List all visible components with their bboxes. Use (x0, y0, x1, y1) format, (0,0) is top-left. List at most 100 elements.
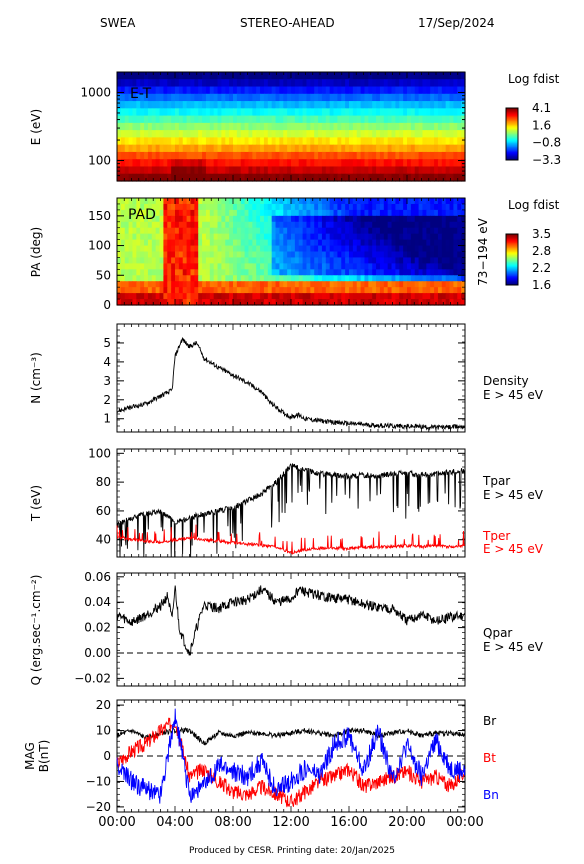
et-pixel (178, 122, 184, 131)
pad-pixel (205, 227, 211, 235)
pad-pixel (457, 215, 462, 223)
et-pixel (136, 108, 141, 117)
et-pixel (209, 130, 215, 138)
pad-pixel (175, 198, 180, 205)
et-pixel (217, 159, 222, 168)
et-pixel (434, 166, 439, 175)
pad-pixel (445, 203, 451, 211)
pad-pixel (163, 221, 168, 229)
pad-pixel (120, 239, 126, 247)
et-pixel (233, 72, 238, 80)
et-pixel (140, 173, 145, 182)
pad-pixel (360, 239, 366, 247)
et-pixel (302, 86, 308, 95)
pad-pixel (248, 203, 253, 211)
et-colorbar-cell (506, 136, 518, 139)
et-pixel (437, 130, 443, 138)
et-pixel (263, 101, 269, 109)
et-pixel (205, 86, 211, 95)
et-pixel (260, 122, 265, 131)
pad-pixel (383, 198, 389, 205)
pad-pixel (437, 233, 443, 241)
pad-pixel (441, 239, 447, 247)
pad-pixel (221, 233, 226, 241)
et-pixel (449, 151, 454, 160)
et-pixel (383, 122, 389, 131)
et-pixel (414, 122, 420, 131)
pad-pixel (310, 293, 315, 300)
et-pixel (225, 122, 230, 131)
et-pixel (453, 144, 458, 153)
et-pixel (430, 101, 435, 109)
pad-pixel (155, 287, 161, 294)
et-pixel (283, 159, 288, 168)
et-pixel (263, 115, 269, 124)
et-pixel (345, 72, 350, 80)
density-panel-frame (116, 323, 466, 433)
pad-pixel (202, 215, 207, 223)
pad-pixel (128, 263, 134, 270)
pad-pixel (213, 239, 219, 247)
et-pixel (360, 173, 366, 182)
pad-pixel (175, 275, 180, 282)
pad-pixel (217, 281, 222, 288)
et-pixel (283, 173, 288, 182)
pad-pixel (291, 209, 296, 217)
pad-pixel (260, 227, 265, 235)
et-pixel (120, 137, 126, 146)
et-pixel (372, 72, 377, 80)
et-pixel (291, 86, 296, 95)
pad-pixel (198, 245, 203, 253)
pad-pixel (321, 287, 327, 294)
pad-pixel (368, 257, 373, 264)
pad-pixel (229, 198, 234, 205)
et-pixel (132, 122, 137, 131)
et-pixel (140, 144, 145, 153)
et-pixel (356, 137, 362, 146)
pad-pixel (205, 203, 211, 211)
pad-pixel (337, 227, 342, 235)
et-pixel (190, 101, 195, 109)
pad-pixel (399, 227, 404, 235)
pad-pixel (147, 215, 153, 223)
pad-pixel (271, 239, 277, 247)
pad-pixel (294, 275, 300, 282)
et-pixel (437, 137, 443, 146)
pad-pixel (345, 227, 350, 235)
pad-pixel (422, 293, 427, 300)
et-pixel (140, 151, 145, 160)
et-pixel (360, 79, 366, 88)
pad-colorbar-cell (506, 255, 518, 258)
pad-pixel (271, 215, 277, 223)
pad-pixel (383, 233, 389, 241)
pad-pixel (120, 251, 126, 259)
pad-pixel (275, 251, 280, 259)
pad-pixel (376, 245, 381, 253)
pad-pixel (159, 203, 164, 211)
pad-pixel (120, 203, 126, 211)
et-pixel (352, 86, 358, 95)
pad-pixel (260, 221, 265, 229)
et-pixel (275, 72, 280, 80)
pad-pixel (337, 245, 342, 253)
et-pixel (151, 144, 157, 153)
pad-pixel (186, 239, 192, 247)
et-pixel (395, 173, 400, 182)
et-pixel (144, 122, 149, 131)
pad-pixel (441, 221, 447, 229)
et-pixel (240, 159, 246, 168)
pad-pixel (263, 251, 269, 259)
et-pixel (291, 137, 296, 146)
et-pixel (376, 151, 381, 160)
pad-panel-ytick-label: 50 (96, 268, 111, 282)
et-pixel (403, 72, 408, 80)
et-pixel (263, 130, 269, 138)
pad-pixel (124, 287, 130, 294)
pad-pixel (329, 299, 335, 306)
pad-pixel (229, 239, 234, 247)
pad-pixel (205, 299, 211, 306)
et-pixel (151, 115, 157, 124)
et-pixel (240, 144, 246, 153)
et-pixel (418, 115, 424, 124)
pad-pixel (120, 233, 126, 241)
